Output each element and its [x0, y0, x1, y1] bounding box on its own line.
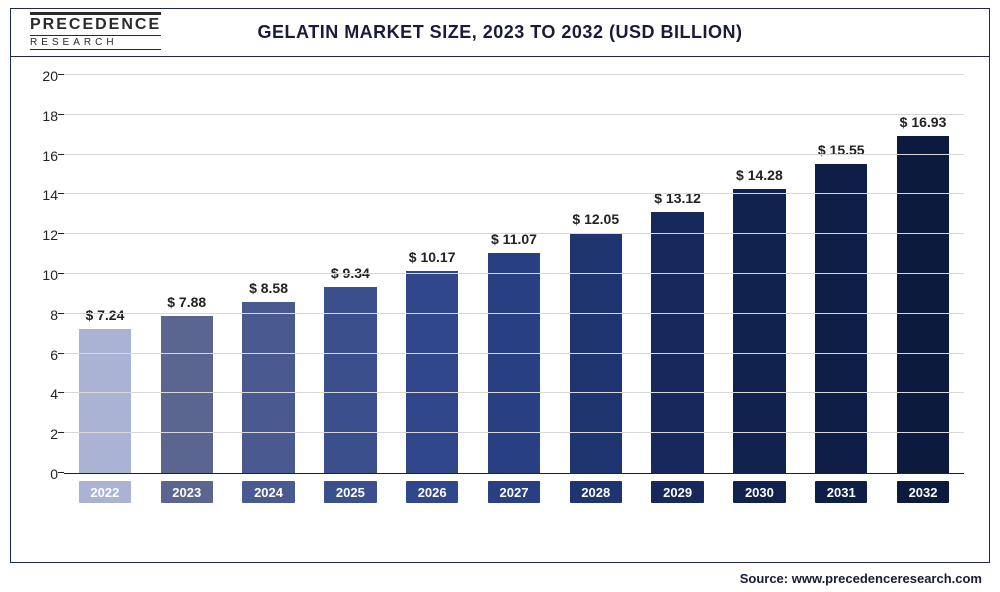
x-legend-chip: 2030	[733, 481, 785, 503]
x-legend-item: 2022	[64, 478, 146, 506]
bar-slot: $ 15.55	[800, 76, 882, 473]
y-axis: 02468101214161820	[24, 76, 64, 474]
y-axis-tick	[58, 193, 64, 194]
plot-area: $ 7.24 $ 7.88 $ 8.58 $ 9.34 $ 10.17 $ 11.07 $ …	[64, 76, 964, 474]
y-tick-label: 20	[42, 68, 58, 84]
bar	[488, 253, 540, 473]
gridline	[64, 193, 964, 194]
bar-slot: $ 9.34	[309, 76, 391, 473]
bar	[79, 329, 131, 473]
x-legend-chip: 2029	[651, 481, 703, 503]
y-axis-tick	[58, 114, 64, 115]
y-tick-label: 6	[50, 347, 58, 363]
y-tick-label: 2	[50, 426, 58, 442]
bar-slot: $ 14.28	[719, 76, 801, 473]
x-legend-item: 2029	[637, 478, 719, 506]
bar	[324, 287, 376, 473]
x-legend-chip: 2028	[570, 481, 622, 503]
bar	[897, 136, 949, 473]
gridline	[64, 233, 964, 234]
y-axis-tick	[58, 392, 64, 393]
bar	[161, 316, 213, 473]
y-tick-label: 10	[42, 267, 58, 283]
bar-value-label: $ 10.17	[409, 249, 456, 265]
bar-slot: $ 10.17	[391, 76, 473, 473]
bar-slot: $ 16.93	[882, 76, 964, 473]
y-tick-label: 8	[50, 307, 58, 323]
gridline	[64, 432, 964, 433]
bar-slot: $ 12.05	[555, 76, 637, 473]
bar-value-label: $ 15.55	[818, 142, 865, 158]
gridline	[64, 154, 964, 155]
bar-value-label: $ 7.88	[167, 294, 206, 310]
x-legend-item: 2026	[391, 478, 473, 506]
bar-value-label: $ 13.12	[654, 190, 701, 206]
bar	[733, 189, 785, 473]
source-text: Source: www.precedenceresearch.com	[740, 571, 982, 586]
gridline	[64, 392, 964, 393]
y-axis-tick	[58, 472, 64, 473]
gridline	[64, 353, 964, 354]
y-axis-tick	[58, 432, 64, 433]
gridline	[64, 313, 964, 314]
y-tick-label: 14	[42, 187, 58, 203]
x-legend-chip: 2031	[815, 481, 867, 503]
y-tick-label: 16	[42, 148, 58, 164]
bar-value-label: $ 14.28	[736, 167, 783, 183]
x-legend-chip: 2024	[242, 481, 294, 503]
bar	[242, 302, 294, 473]
bar	[651, 212, 703, 473]
y-axis-tick	[58, 154, 64, 155]
y-axis-tick	[58, 233, 64, 234]
bar-value-label: $ 8.58	[249, 280, 288, 296]
bars-group: $ 7.24 $ 7.88 $ 8.58 $ 9.34 $ 10.17 $ 11.07 $ …	[64, 76, 964, 473]
bar-value-label: $ 7.24	[85, 307, 124, 323]
y-tick-label: 18	[42, 108, 58, 124]
x-legend-item: 2031	[800, 478, 882, 506]
y-tick-label: 12	[42, 227, 58, 243]
bar-slot: $ 11.07	[473, 76, 555, 473]
x-axis-legend: 2022 2023 2024 2025 2026 2027 2028 2029 2030 2031…	[64, 478, 964, 506]
x-legend-chip: 2025	[324, 481, 376, 503]
bar	[406, 271, 458, 473]
bar	[815, 164, 867, 473]
x-legend-chip: 2026	[406, 481, 458, 503]
bar-value-label: $ 16.93	[900, 114, 947, 130]
x-legend-item: 2024	[228, 478, 310, 506]
x-legend-item: 2028	[555, 478, 637, 506]
x-legend-item: 2023	[146, 478, 228, 506]
y-axis-tick	[58, 273, 64, 274]
y-tick-label: 0	[50, 466, 58, 482]
gridline	[64, 273, 964, 274]
y-axis-tick	[58, 313, 64, 314]
bar-value-label: $ 12.05	[572, 211, 619, 227]
y-axis-tick	[58, 353, 64, 354]
bar-slot: $ 7.88	[146, 76, 228, 473]
chart-container: PRECEDENCE RESEARCH GELATIN MARKET SIZE,…	[0, 0, 1000, 592]
bar-slot: $ 13.12	[637, 76, 719, 473]
chart-title: GELATIN MARKET SIZE, 2023 TO 2032 (USD B…	[258, 22, 743, 43]
x-legend-item: 2032	[882, 478, 964, 506]
x-legend-chip: 2022	[79, 481, 131, 503]
x-legend-item: 2030	[719, 478, 801, 506]
x-legend-item: 2025	[309, 478, 391, 506]
x-legend-chip: 2027	[488, 481, 540, 503]
title-bar: GELATIN MARKET SIZE, 2023 TO 2032 (USD B…	[10, 8, 990, 56]
bar-slot: $ 7.24	[64, 76, 146, 473]
x-legend-chip: 2023	[161, 481, 213, 503]
gridline	[64, 74, 964, 75]
y-tick-label: 4	[50, 386, 58, 402]
chart-area: 02468101214161820 $ 7.24$ 7.88$ 8.58$ 9.…	[64, 76, 964, 506]
gridline	[64, 114, 964, 115]
x-legend-chip: 2032	[897, 481, 949, 503]
bar-slot: $ 8.58	[228, 76, 310, 473]
y-axis-tick	[58, 74, 64, 75]
x-legend-item: 2027	[473, 478, 555, 506]
